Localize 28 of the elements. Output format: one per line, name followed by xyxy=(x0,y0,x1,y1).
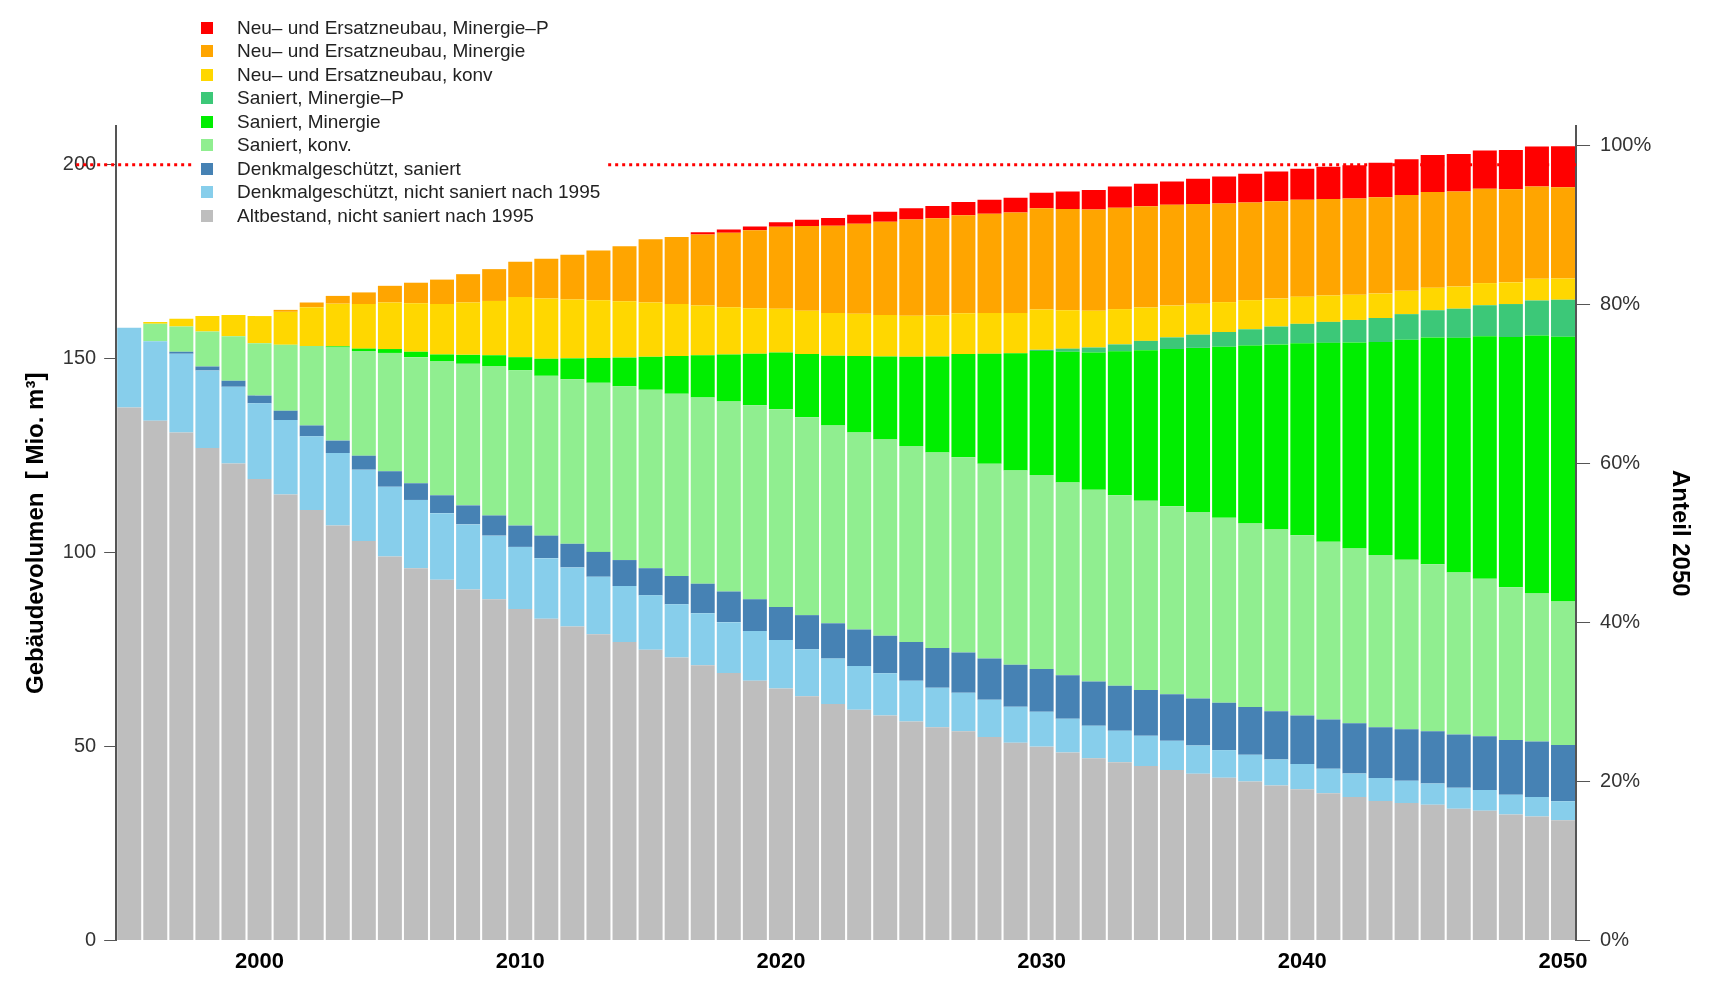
y-tick-label: 200 xyxy=(62,152,97,175)
y-axis-title: Gebäudevolumen [ Mio. m³] xyxy=(21,372,49,694)
legend-label: Saniert, Minergie xyxy=(237,110,381,133)
y2-tick-label: 80% xyxy=(1600,291,1641,314)
y-tick-label: 100 xyxy=(62,540,97,563)
x-tick-label: 2020 xyxy=(756,947,806,973)
y2-tick-label: 60% xyxy=(1600,450,1641,473)
x-tick-label: 2050 xyxy=(1538,947,1588,973)
x-tick-label: 2010 xyxy=(495,947,545,973)
legend-label: Neu– und Ersatzneubau, Minergie xyxy=(237,40,526,63)
y2-tick-label: 20% xyxy=(1600,769,1641,792)
y2-tick-label: 0% xyxy=(1600,928,1630,951)
y-tick-label: 150 xyxy=(62,346,97,369)
legend-label: Saniert, Minergie–P xyxy=(237,87,404,110)
x-tick-label: 2030 xyxy=(1017,947,1067,973)
y2-tick-label: 100% xyxy=(1600,132,1652,155)
legend-label: Saniert, konv. xyxy=(237,134,352,157)
legend-label: Denkmalgeschützt, nicht saniert nach 1995 xyxy=(237,181,601,204)
y-tick-label: 0 xyxy=(85,928,97,951)
legend-label: Altbestand, nicht saniert nach 1995 xyxy=(237,204,534,227)
y-tick-label: 50 xyxy=(73,734,97,757)
x-tick-label: 2000 xyxy=(235,947,285,973)
x-tick-label: 2040 xyxy=(1277,947,1327,973)
y2-tick-label: 40% xyxy=(1600,609,1641,632)
legend-label: Denkmalgeschützt, saniert xyxy=(237,157,461,180)
y2-axis-title: Anteil 2050 xyxy=(1667,469,1695,597)
legend-label: Neu– und Ersatzneubau, konv xyxy=(237,63,493,86)
legend-label: Neu– und Ersatzneubau, Minergie–P xyxy=(237,16,549,39)
